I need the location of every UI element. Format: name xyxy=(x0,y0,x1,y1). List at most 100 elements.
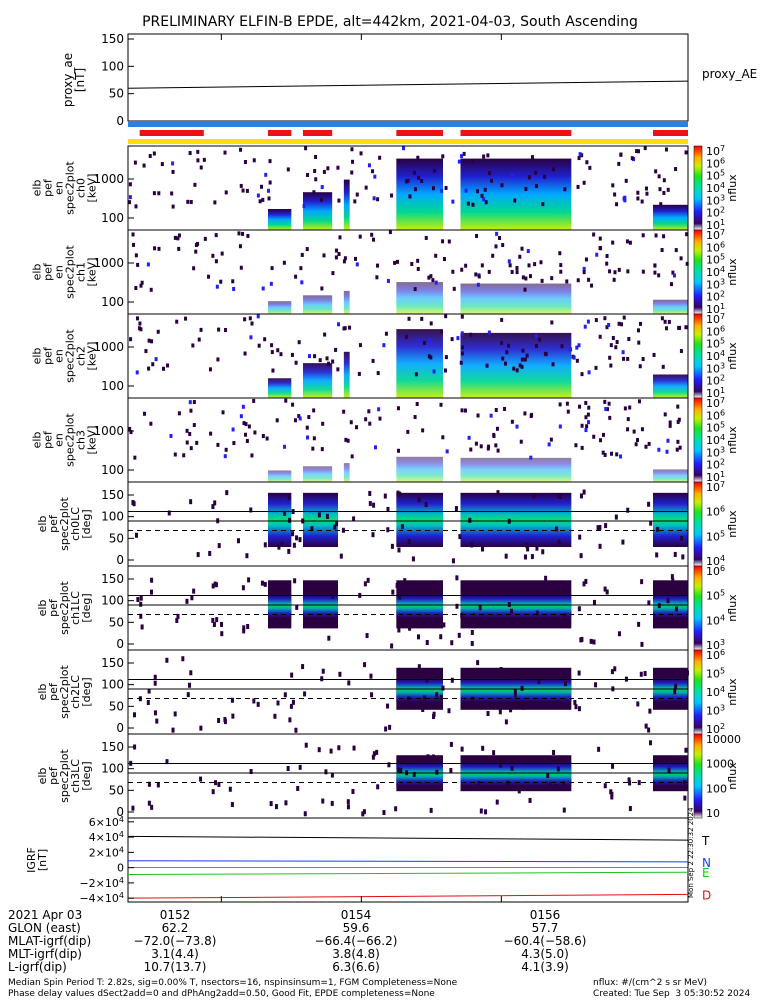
flux-speck xyxy=(528,797,532,803)
flux-speck xyxy=(598,543,602,549)
flux-speck xyxy=(635,149,639,154)
status-bar-yellow xyxy=(128,139,688,144)
flux-speck xyxy=(320,286,324,291)
flux-speck xyxy=(504,719,508,725)
flux-speck xyxy=(491,253,495,258)
flux-speck xyxy=(284,800,288,806)
proxy-ae-ylabel: proxy_ae[nT] xyxy=(61,53,87,107)
flux-speck xyxy=(408,625,412,631)
flux-speck xyxy=(582,266,586,271)
flux-speck xyxy=(503,406,507,411)
flux-speck xyxy=(271,368,275,373)
flux-speck xyxy=(152,151,156,156)
flux-speck xyxy=(335,521,339,527)
flux-speck xyxy=(582,270,586,275)
flux-speck xyxy=(304,146,308,151)
flux-speck xyxy=(594,365,598,370)
panel-ylabel: elbpefenspec2plotch3[keV] xyxy=(31,413,99,467)
flux-speck xyxy=(449,767,453,773)
flux-speck xyxy=(293,418,297,423)
flux-speck xyxy=(444,355,448,360)
proxy-ae-line xyxy=(127,80,689,89)
flux-speck xyxy=(290,672,294,678)
flux-speck xyxy=(424,501,428,507)
flux-speck xyxy=(685,232,689,237)
flux-speck xyxy=(557,493,561,499)
colorbar-tick-label: 106 xyxy=(706,564,725,578)
flux-speck xyxy=(334,347,338,352)
flux-speck xyxy=(460,331,464,336)
flux-speck xyxy=(653,270,657,275)
flux-speck xyxy=(343,326,347,331)
flux-speck xyxy=(608,415,612,420)
flux-speck xyxy=(239,414,243,419)
flux-speck xyxy=(487,330,491,335)
flux-speck xyxy=(441,685,445,691)
flux-speck xyxy=(288,717,292,723)
flux-speck xyxy=(676,404,680,409)
colorbar-tick-label: 10000 xyxy=(706,733,741,746)
flux-speck xyxy=(510,419,514,424)
flux-speck xyxy=(295,604,299,610)
flux-speck xyxy=(221,410,225,415)
flux-speck xyxy=(355,262,359,267)
flux-speck xyxy=(538,337,542,342)
flux-speck xyxy=(177,411,181,416)
panel-tick-label: 100 xyxy=(101,211,124,225)
flux-speck xyxy=(300,280,304,285)
flux-speck xyxy=(283,444,287,449)
flux-speck xyxy=(565,401,569,406)
flux-speck xyxy=(147,366,151,371)
flux-speck xyxy=(321,668,325,674)
flux-speck xyxy=(181,656,185,662)
flux-speck xyxy=(395,582,399,588)
flux-speck xyxy=(228,786,232,792)
panel-tick-label: 1000 xyxy=(93,340,124,354)
flux-speck xyxy=(144,349,148,354)
flux-speck xyxy=(432,714,436,720)
flux-speck xyxy=(223,716,227,722)
flux-speck xyxy=(445,449,449,454)
flux-speck xyxy=(498,709,502,715)
flux-speck xyxy=(232,441,236,446)
flux-speck xyxy=(587,277,591,282)
flux-speck xyxy=(305,425,309,430)
igrf-tick-label: 6×104 xyxy=(89,815,124,829)
panel-tick-label: 100 xyxy=(101,510,124,524)
flux-block-core xyxy=(303,594,338,618)
flux-speck xyxy=(524,276,528,281)
flux-speck xyxy=(523,411,527,416)
flux-speck xyxy=(368,501,372,507)
flux-speck xyxy=(393,260,397,265)
flux-speck xyxy=(420,179,424,184)
flux-speck xyxy=(157,246,161,251)
flux-speck xyxy=(579,493,583,499)
flux-speck xyxy=(241,585,245,591)
flux-speck xyxy=(662,234,666,239)
flux-speck xyxy=(213,581,217,587)
flux-speck xyxy=(243,160,247,165)
spectrogram-panel-ch0: 1000100elbpefenspec2plotch0[keV]10710610… xyxy=(31,144,740,232)
flux-speck xyxy=(213,500,217,506)
flux-speck xyxy=(485,363,489,368)
flux-speck xyxy=(230,802,234,808)
flux-speck xyxy=(220,251,224,256)
flux-speck xyxy=(426,754,430,760)
flux-speck xyxy=(586,412,590,417)
colorbar-tick-label: 104 xyxy=(706,685,725,699)
flux-speck xyxy=(508,263,512,268)
footer-row-label: MLT-igrf(dip) xyxy=(8,947,82,961)
flux-speck xyxy=(232,286,236,291)
panel-ylabel: elbpefenspec2plotch1[keV] xyxy=(31,245,99,299)
flux-speck xyxy=(439,634,443,640)
flux-speck xyxy=(530,412,534,417)
flux-speck xyxy=(239,265,243,270)
flux-speck xyxy=(167,510,171,516)
flux-speck xyxy=(494,408,498,413)
status-bars xyxy=(128,121,688,144)
flux-speck xyxy=(611,240,615,245)
flux-speck xyxy=(245,188,249,193)
status-bar-red xyxy=(460,130,572,136)
flux-speck xyxy=(177,246,181,251)
